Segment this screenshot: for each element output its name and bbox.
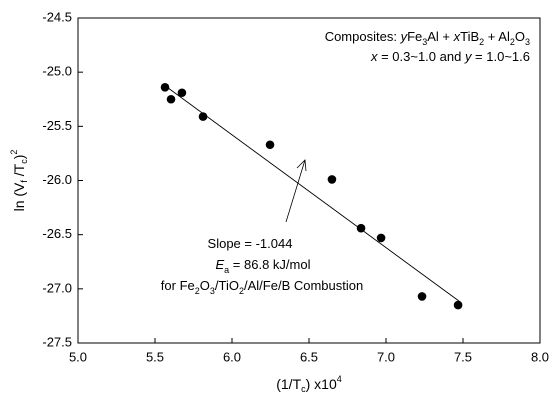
text-run: O	[200, 278, 210, 293]
text-run: x	[453, 29, 461, 44]
text-run: /TiO	[215, 278, 239, 293]
annotation: Composites: yFe3Al + xTiB2 + Al2O3	[325, 29, 530, 47]
annotation: Ea = 86.8 kJ/mol	[216, 257, 311, 275]
text-run: 2	[9, 150, 19, 155]
point	[417, 292, 427, 301]
x-tick-label: 5.5	[146, 349, 164, 364]
text-run: = 0.3~1.0 and	[377, 49, 464, 64]
annotation-arrow	[285, 159, 306, 223]
text-run: for Fe	[161, 278, 195, 293]
text-run: x	[370, 49, 378, 64]
text-run: Slope = -1.044	[208, 236, 293, 251]
point	[453, 300, 463, 310]
y-tick-label: -26.5	[42, 226, 72, 241]
text-run: 4	[337, 374, 342, 384]
text-run: Al +	[427, 29, 453, 44]
annotation: Slope = -1.044	[208, 236, 293, 251]
point	[327, 175, 337, 184]
text-run: O	[515, 29, 525, 44]
text-run: a	[224, 265, 229, 275]
text-run: )	[11, 155, 27, 160]
text-run: 3	[422, 37, 427, 47]
text-run: Composites:	[325, 29, 401, 44]
point	[376, 233, 386, 243]
text-run: /Al/Fe/B Combustion	[244, 278, 363, 293]
y-tick-label: -27.0	[42, 280, 72, 295]
y-tick-label: -26.0	[42, 172, 72, 187]
annotation: x = 0.3~1.0 and y = 1.0~1.6	[370, 49, 530, 64]
point	[166, 94, 176, 104]
fit-line	[163, 84, 462, 304]
text-run: = 1.0~1.6	[471, 49, 530, 64]
x-axis-label: (1/Tc) x104	[276, 374, 342, 394]
annotation: for Fe2O3/TiO2/Al/Fe/B Combustion	[161, 278, 363, 296]
text-run: ln (V	[11, 182, 27, 211]
arrow-head	[296, 159, 307, 172]
y-tick-label: -25.0	[42, 64, 72, 79]
point	[356, 223, 366, 233]
text-run: E	[216, 257, 225, 272]
x-tick-label: 8.0	[531, 349, 549, 364]
text-run: 2	[195, 286, 200, 296]
text-run: y	[400, 29, 409, 44]
x-tick-label: 5.0	[69, 349, 87, 364]
text-run: Fe	[407, 29, 422, 44]
plot-frame	[77, 17, 541, 344]
y-tick-label: -27.5	[42, 334, 72, 349]
point	[265, 140, 275, 150]
text-run: ) x10	[306, 376, 337, 392]
text-run: 3	[525, 37, 530, 47]
text-run: (1/T	[276, 376, 301, 392]
point	[198, 112, 208, 121]
y-tick-label: -24.5	[42, 9, 72, 24]
text-run: f	[19, 180, 29, 183]
point	[160, 83, 170, 92]
text-run: 2	[510, 37, 515, 47]
text-run: 2	[239, 286, 244, 296]
text-run: c	[301, 384, 306, 394]
text-run: TiB	[460, 29, 479, 44]
point	[177, 88, 187, 98]
text-run: + Al	[484, 29, 510, 44]
text-run: y	[464, 49, 473, 64]
x-tick-label: 6.5	[300, 349, 318, 364]
text-run: = 86.8 kJ/mol	[229, 257, 310, 272]
y-tick-label: -25.5	[42, 118, 72, 133]
x-tick-label: 7.5	[454, 349, 472, 364]
y-axis-label: ln (Vf /Tc)2	[9, 150, 29, 212]
text-run: c	[19, 159, 29, 164]
text-run: 3	[210, 286, 215, 296]
text-run: 2	[479, 37, 484, 47]
x-tick-label: 7.0	[377, 349, 395, 364]
x-tick-label: 6.0	[223, 349, 241, 364]
text-run: /T	[11, 163, 27, 180]
